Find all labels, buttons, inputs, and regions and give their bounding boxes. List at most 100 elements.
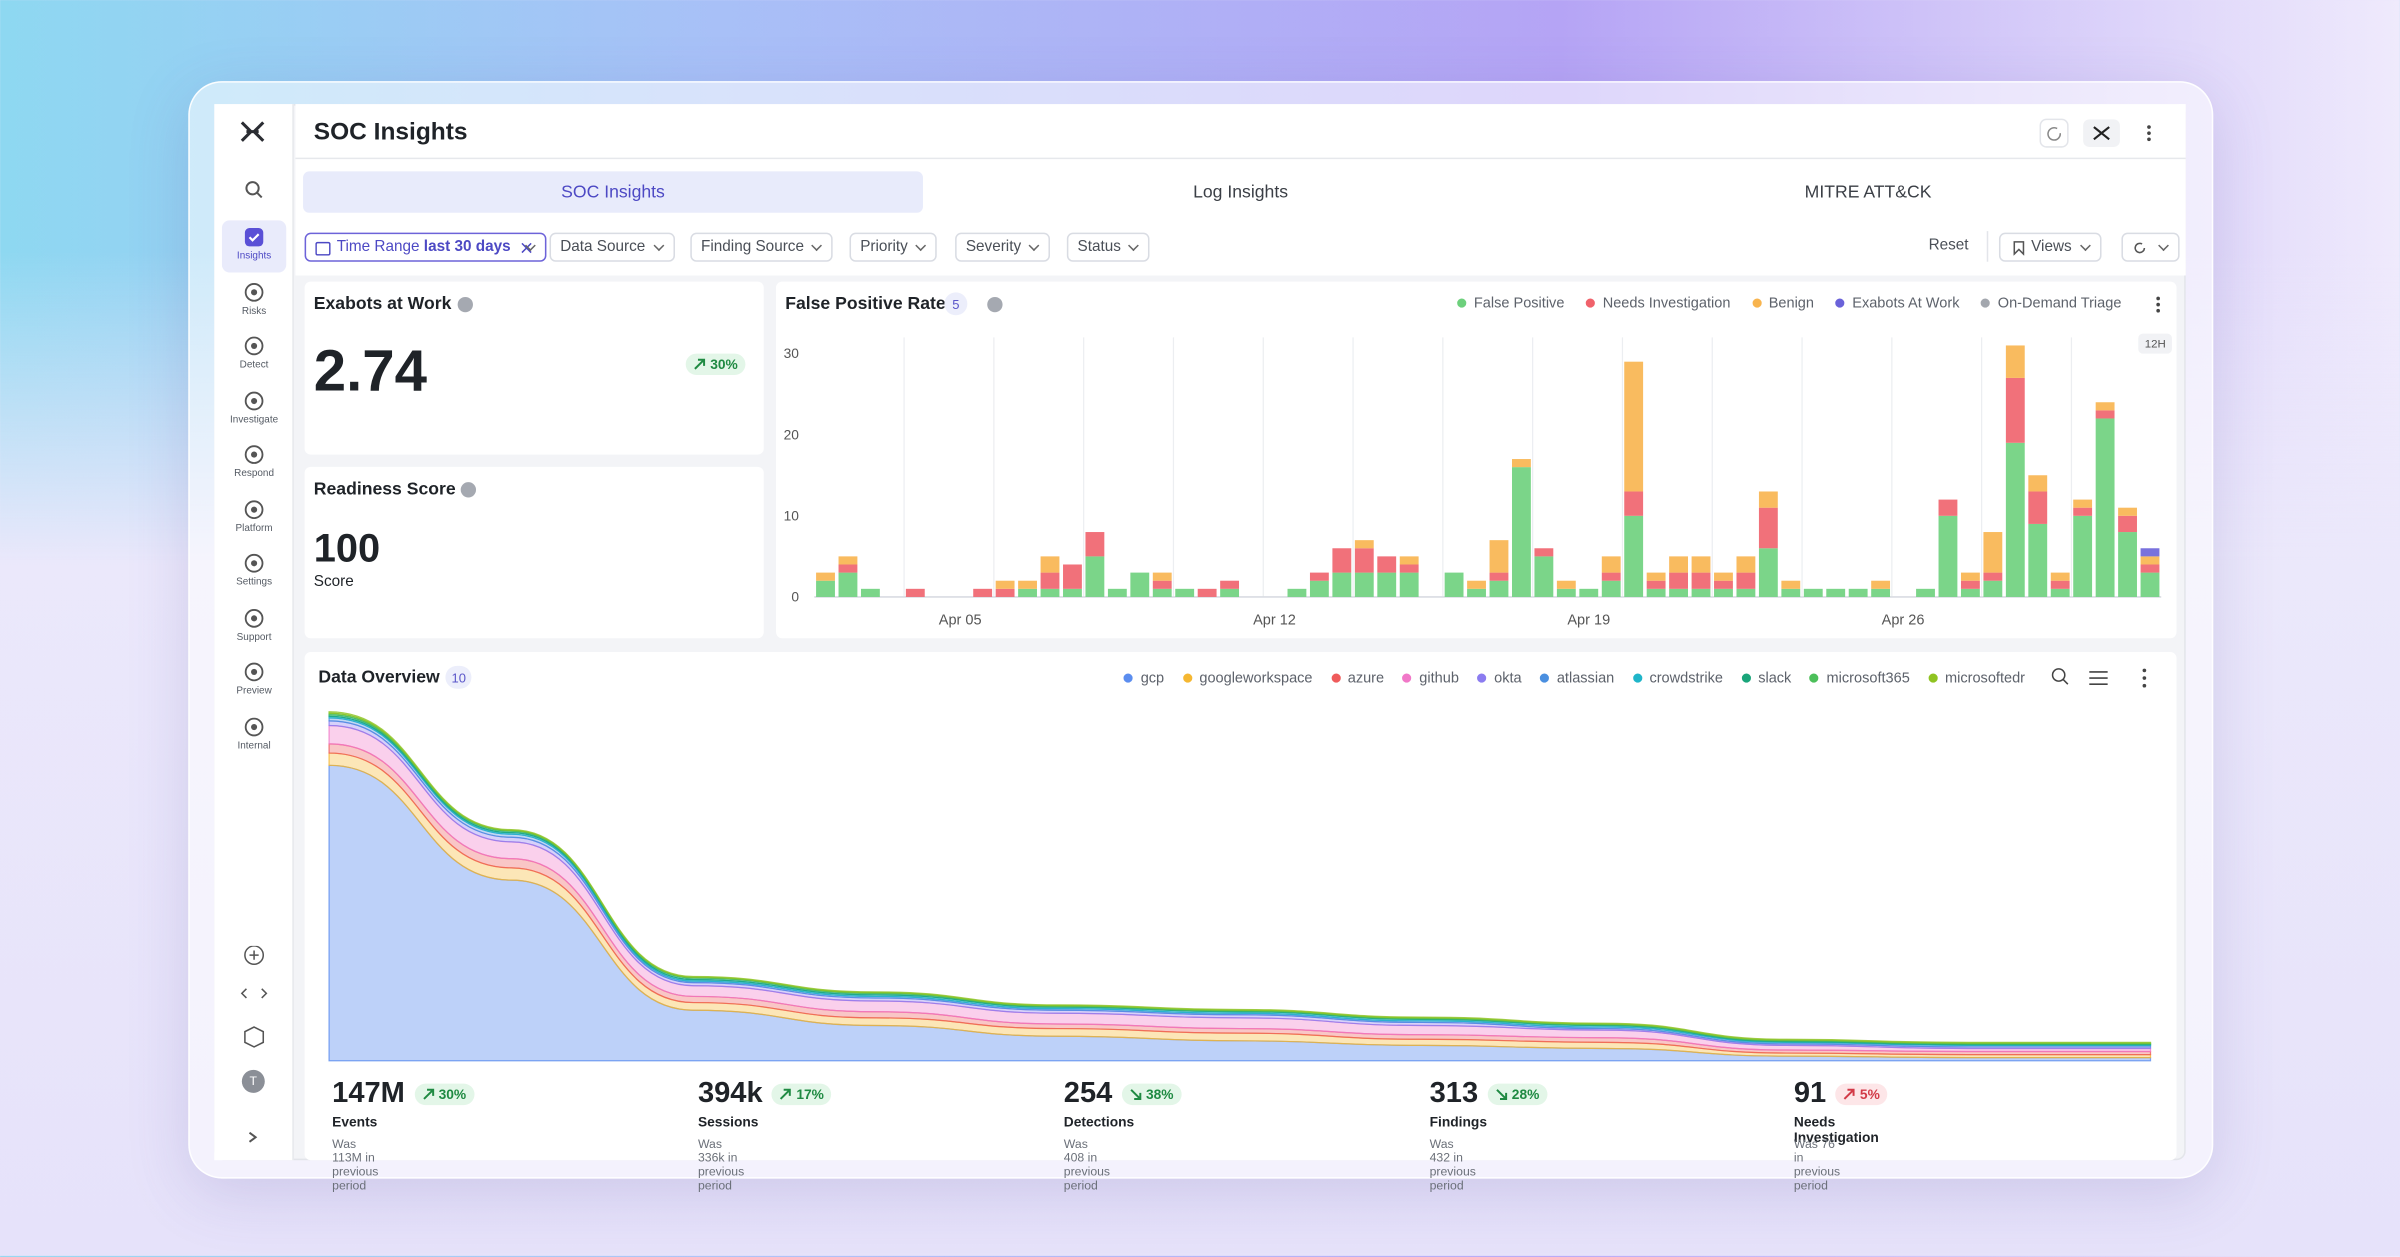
bar-segment (1220, 588, 1240, 597)
bar-segment (1399, 564, 1419, 573)
legend-item: On-Demand Triage (1980, 295, 2122, 313)
nav-icon[interactable] (243, 335, 264, 356)
bar-segment (1714, 572, 1733, 581)
legend-swatch (1540, 673, 1550, 683)
legend-label: atlassian (1556, 670, 1615, 688)
readiness-card: Readiness Score 100 Score (304, 466, 764, 639)
info-icon[interactable] (457, 296, 473, 313)
legend-item: microsoft365 (1809, 670, 1910, 687)
legend-swatch (1123, 673, 1134, 683)
nav-icon[interactable] (243, 716, 264, 737)
refresh-button[interactable] (2121, 232, 2180, 262)
info-icon[interactable] (987, 296, 1003, 313)
views-button[interactable]: Views (1998, 232, 2101, 262)
bar-segment (816, 580, 835, 597)
bar-segment (2073, 515, 2093, 597)
bar-segment (1803, 588, 1823, 597)
legend-item: Needs Investigation (1585, 295, 1730, 312)
bar-segment (2028, 475, 2048, 492)
bar-segment (1781, 588, 1801, 597)
bar-segment (1714, 588, 1733, 597)
bar-segment (1152, 588, 1172, 597)
legend-label: okta (1494, 670, 1522, 688)
nav-icon[interactable] (243, 444, 264, 465)
nav-icon[interactable] (243, 661, 264, 682)
card-actions[interactable] (2051, 667, 2158, 688)
bar-segment (1691, 572, 1711, 589)
change-pill: 30% (685, 351, 746, 379)
filter-dropdown[interactable]: Finding Source (690, 232, 834, 262)
nav-label[interactable]: Respond (234, 468, 275, 480)
nav-icon[interactable] (243, 498, 264, 519)
trend-arrow (1495, 1089, 1507, 1100)
bar-segment (2050, 580, 2070, 589)
bar-segment (1197, 588, 1217, 597)
nav-label[interactable]: Risks (241, 305, 267, 317)
bar-segment (838, 572, 858, 597)
bar-segment (1916, 588, 1935, 597)
tab[interactable]: MITRE ATT&CK (1804, 182, 1932, 202)
legend-label: azure (1347, 670, 1385, 688)
reset-button[interactable]: Reset (1928, 237, 1969, 255)
filter-dropdown[interactable]: Data Source (549, 232, 675, 262)
bar-segment (2028, 491, 2048, 524)
legend-label: github (1419, 670, 1459, 688)
tab[interactable]: Log Insights (1193, 182, 1289, 202)
change-pill: 28% (1487, 1083, 1548, 1106)
nav-label[interactable]: Detect (239, 359, 269, 371)
time-range-filter[interactable]: Time Range last 30 days (304, 232, 546, 262)
search-icon[interactable] (243, 179, 264, 200)
nav-label[interactable]: Investigate (230, 414, 279, 425)
stat-previous: Was 432 in previous period (1429, 1137, 1476, 1193)
bar-segment (1736, 572, 1756, 589)
legend-swatch (1928, 673, 1938, 683)
info-icon[interactable] (460, 482, 477, 498)
legend-swatch (1182, 673, 1192, 683)
tab[interactable]: SOC Insights (303, 171, 923, 213)
nav-label[interactable]: Internal (237, 740, 271, 751)
legend-item: slack (1741, 670, 1791, 687)
bar-segment (1624, 515, 1644, 597)
stat-value: 313 (1429, 1077, 1479, 1110)
logo (240, 121, 265, 142)
nav-icon[interactable] (243, 281, 264, 302)
nav-icon[interactable] (243, 553, 264, 574)
nav-label[interactable]: Settings (236, 577, 273, 588)
menu-icon[interactable] (2155, 295, 2161, 313)
nav-label[interactable]: Insights (236, 251, 272, 262)
bar-segment (2140, 548, 2160, 557)
bar-segment (2005, 345, 2025, 378)
nav-label[interactable]: Preview (236, 685, 272, 697)
stat-previous: Was 408 in previous period (1063, 1137, 1111, 1193)
filter-dropdown[interactable]: Priority (849, 232, 937, 262)
legend-swatch (1402, 673, 1412, 683)
filter-dropdown[interactable]: Severity (955, 232, 1051, 262)
nav-icon[interactable] (243, 390, 264, 411)
bar-segment (995, 580, 1015, 589)
nav-icon[interactable] (243, 607, 264, 628)
bar-segment (1669, 556, 1688, 573)
stat-previous: Was 113M in previous period (332, 1137, 379, 1193)
header-actions[interactable] (2036, 118, 2174, 149)
trend-arrow (1129, 1089, 1141, 1100)
nav-icon[interactable] (243, 227, 264, 248)
bar-segment (2118, 515, 2137, 533)
filter-dropdown[interactable]: Status (1066, 232, 1151, 262)
nav-label[interactable]: Support (236, 631, 272, 643)
bar-segment (1960, 588, 1980, 597)
legend-swatch (1741, 673, 1751, 683)
time-range-label: Time Range (336, 238, 420, 256)
readiness-value: 100 (313, 524, 381, 571)
x-tick-label: Apr 12 (1253, 612, 1296, 628)
legend-label: On-Demand Triage (1997, 295, 2122, 313)
trend-arrow (422, 1088, 434, 1100)
legend: False Positive Needs Investigation Benign E… (1457, 295, 2121, 312)
card-title: Exabots at Work (313, 295, 452, 314)
bar-segment (1018, 580, 1037, 589)
avatar[interactable]: T (241, 1069, 265, 1093)
bar-segment (1332, 548, 1352, 573)
bar-segment (1938, 499, 1958, 516)
bar-segment (1624, 491, 1644, 516)
nav-label[interactable]: Platform (235, 522, 273, 534)
bar-segment (2118, 532, 2137, 597)
